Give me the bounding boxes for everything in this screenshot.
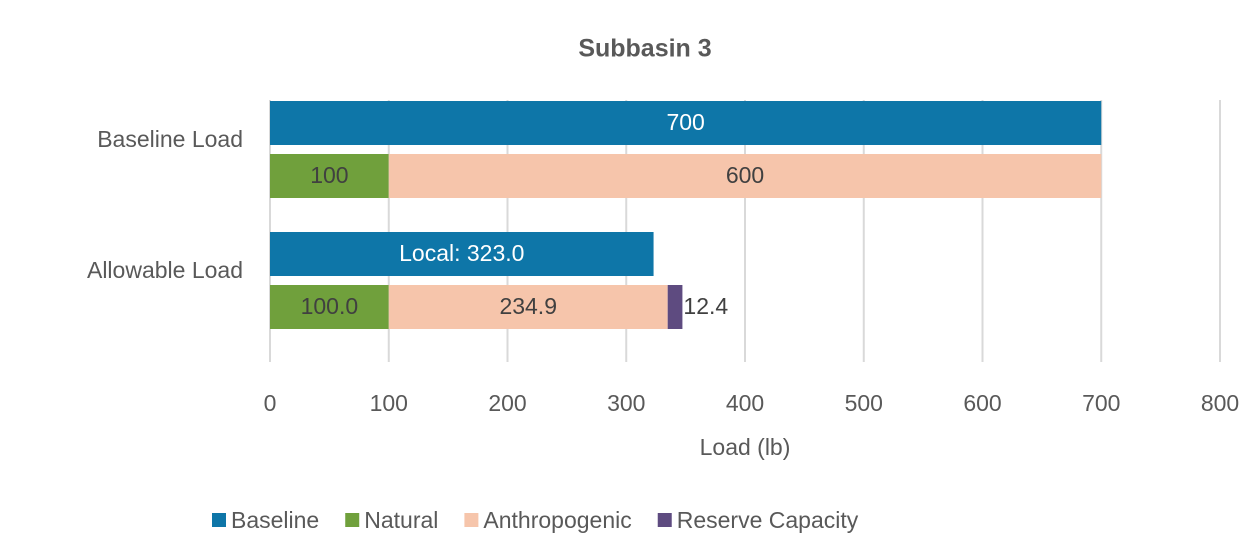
bar — [388, 154, 1102, 198]
bar — [270, 101, 1102, 145]
y-tick-label: Allowable Load — [87, 257, 243, 283]
data-label: 100 — [310, 162, 348, 188]
data-label: 600 — [726, 162, 764, 188]
bar — [270, 285, 389, 329]
x-tick-label: 300 — [607, 390, 645, 416]
bar — [270, 154, 389, 198]
data-label: 700 — [666, 109, 704, 135]
data-label: 12.4 — [683, 293, 728, 319]
chart-title: Subbasin 3 — [578, 35, 711, 63]
x-tick-label: 400 — [726, 390, 764, 416]
legend-swatch — [464, 513, 479, 527]
x-tick-label: 700 — [1082, 390, 1120, 416]
legend-swatch — [345, 513, 360, 527]
legend-swatch — [657, 513, 672, 527]
x-axis-label: Load (lb) — [700, 434, 791, 460]
x-tick-label: 600 — [963, 390, 1001, 416]
legend-label: Reserve Capacity — [677, 507, 859, 533]
x-tick-label: 800 — [1201, 390, 1239, 416]
legend-label: Anthropogenic — [483, 507, 631, 533]
legend-label: Natural — [364, 507, 438, 533]
x-tick-label: 500 — [845, 390, 883, 416]
data-label: Local: 323.0 — [399, 240, 524, 266]
y-tick-label: Baseline Load — [97, 126, 243, 152]
bar — [667, 285, 683, 329]
x-tick-label: 0 — [264, 390, 277, 416]
bar — [388, 285, 668, 329]
x-tick-label: 200 — [488, 390, 526, 416]
data-label: 100.0 — [301, 293, 359, 319]
bar — [270, 232, 654, 276]
legend-swatch — [212, 513, 226, 527]
legend-label: Baseline — [231, 507, 319, 533]
data-label: 234.9 — [499, 293, 557, 319]
x-tick-label: 100 — [370, 390, 408, 416]
